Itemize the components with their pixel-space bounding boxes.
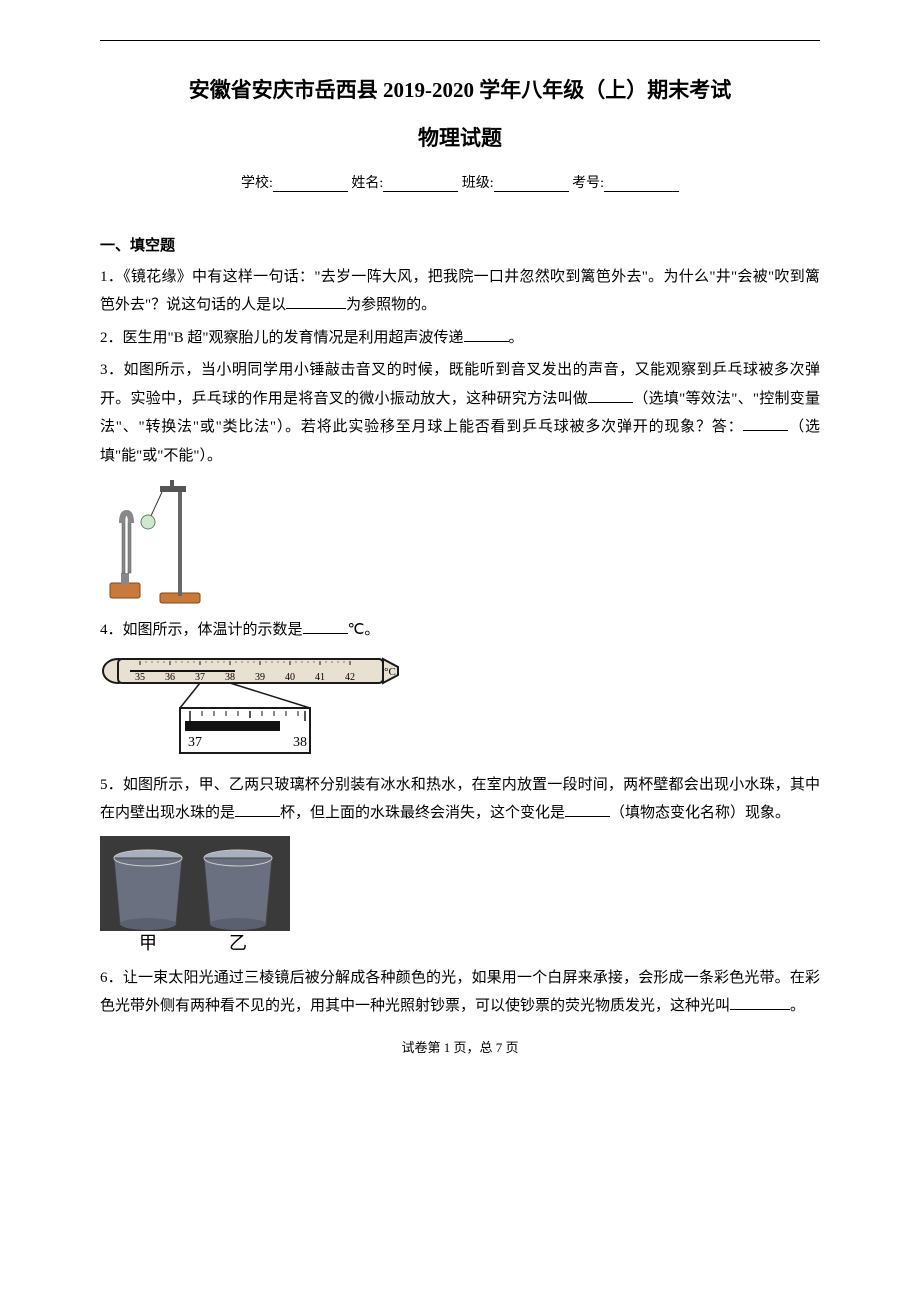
q6-text2: 。: [790, 998, 805, 1014]
q1-text2: 为参照物的。: [346, 297, 436, 313]
blank-examno: [604, 176, 679, 192]
q4-blank: [303, 620, 348, 634]
q6-text1: 6．让一束太阳光通过三棱镜后被分解成各种颜色的光，如果用一个白屏来承接，会形成一…: [100, 970, 820, 1015]
q2-text2: 。: [509, 330, 524, 346]
q6-blank: [730, 996, 790, 1010]
q5-blank1: [235, 803, 280, 817]
thermo-label-42: 42: [345, 672, 355, 683]
q1-text1: 1．《镜花缘》中有这样一句话："去岁一阵大风，把我院一口井忽然吹到篱笆外去"。为…: [100, 269, 820, 314]
thermo-label-38: 38: [225, 672, 235, 683]
cup-label-left: 甲: [139, 933, 157, 953]
zoom-label-38: 38: [293, 735, 307, 750]
thermo-label-41: 41: [315, 672, 325, 683]
question-5: 5．如图所示，甲、乙两只玻璃杯分别装有冰水和热水，在室内放置一段时间，两杯壁都会…: [100, 771, 820, 828]
blank-class: [494, 176, 569, 192]
thermo-label-39: 39: [255, 672, 265, 683]
thermo-label-37: 37: [195, 672, 205, 683]
q3-blank1: [588, 389, 633, 403]
thermo-label-40: 40: [285, 672, 295, 683]
label-class: 班级:: [462, 176, 494, 191]
question-4: 4．如图所示，体温计的示数是 ℃。: [100, 616, 820, 645]
title-main: 安徽省安庆市岳西县 2019-2020 学年八年级（上）期末考试: [100, 71, 820, 111]
q5-text3: （填物态变化名称）现象。: [610, 805, 790, 821]
label-name: 姓名:: [351, 176, 383, 191]
label-examno: 考号:: [572, 176, 604, 191]
thermo-unit: °C: [384, 666, 396, 678]
q3-blank2: [743, 417, 788, 431]
q2-blank: [464, 328, 509, 342]
thermo-label-35: 35: [135, 672, 145, 683]
figure-thermometer: 35 36 37 38 39 40 41 42 °C 37 38: [100, 653, 820, 763]
question-1: 1．《镜花缘》中有这样一句话："去岁一阵大风，把我院一口井忽然吹到篱笆外去"。为…: [100, 263, 820, 320]
figure-tuning-fork: [100, 478, 820, 608]
q5-blank2: [565, 803, 610, 817]
zoom-label-37: 37: [188, 735, 202, 750]
label-school: 学校:: [241, 176, 273, 191]
q4-text2: ℃。: [348, 622, 380, 638]
q2-text1: 2．医生用"B 超"观察胎儿的发育情况是利用超声波传递: [100, 330, 464, 346]
figure-cups: 甲 乙: [100, 836, 820, 956]
q5-text2: 杯，但上面的水珠最终会消失，这个变化是: [280, 805, 565, 821]
q4-text1: 4．如图所示，体温计的示数是: [100, 622, 303, 638]
question-2: 2．医生用"B 超"观察胎儿的发育情况是利用超声波传递 。: [100, 324, 820, 353]
cup-label-right: 乙: [229, 933, 247, 953]
title-sub: 物理试题: [100, 119, 820, 159]
top-divider: [100, 40, 820, 41]
thermo-label-36: 36: [165, 672, 175, 683]
blank-school: [273, 176, 348, 192]
info-line: 学校: 姓名: 班级: 考号:: [100, 171, 820, 198]
question-3: 3．如图所示，当小明同学用小锤敲击音叉的时候，既能听到音叉发出的声音，又能观察到…: [100, 356, 820, 470]
page-footer: 试卷第 1 页，总 7 页: [100, 1036, 820, 1061]
q1-blank: [286, 295, 346, 309]
section1-title: 一、填空题: [100, 232, 820, 261]
question-6: 6．让一束太阳光通过三棱镜后被分解成各种颜色的光，如果用一个白屏来承接，会形成一…: [100, 964, 820, 1021]
blank-name: [383, 176, 458, 192]
